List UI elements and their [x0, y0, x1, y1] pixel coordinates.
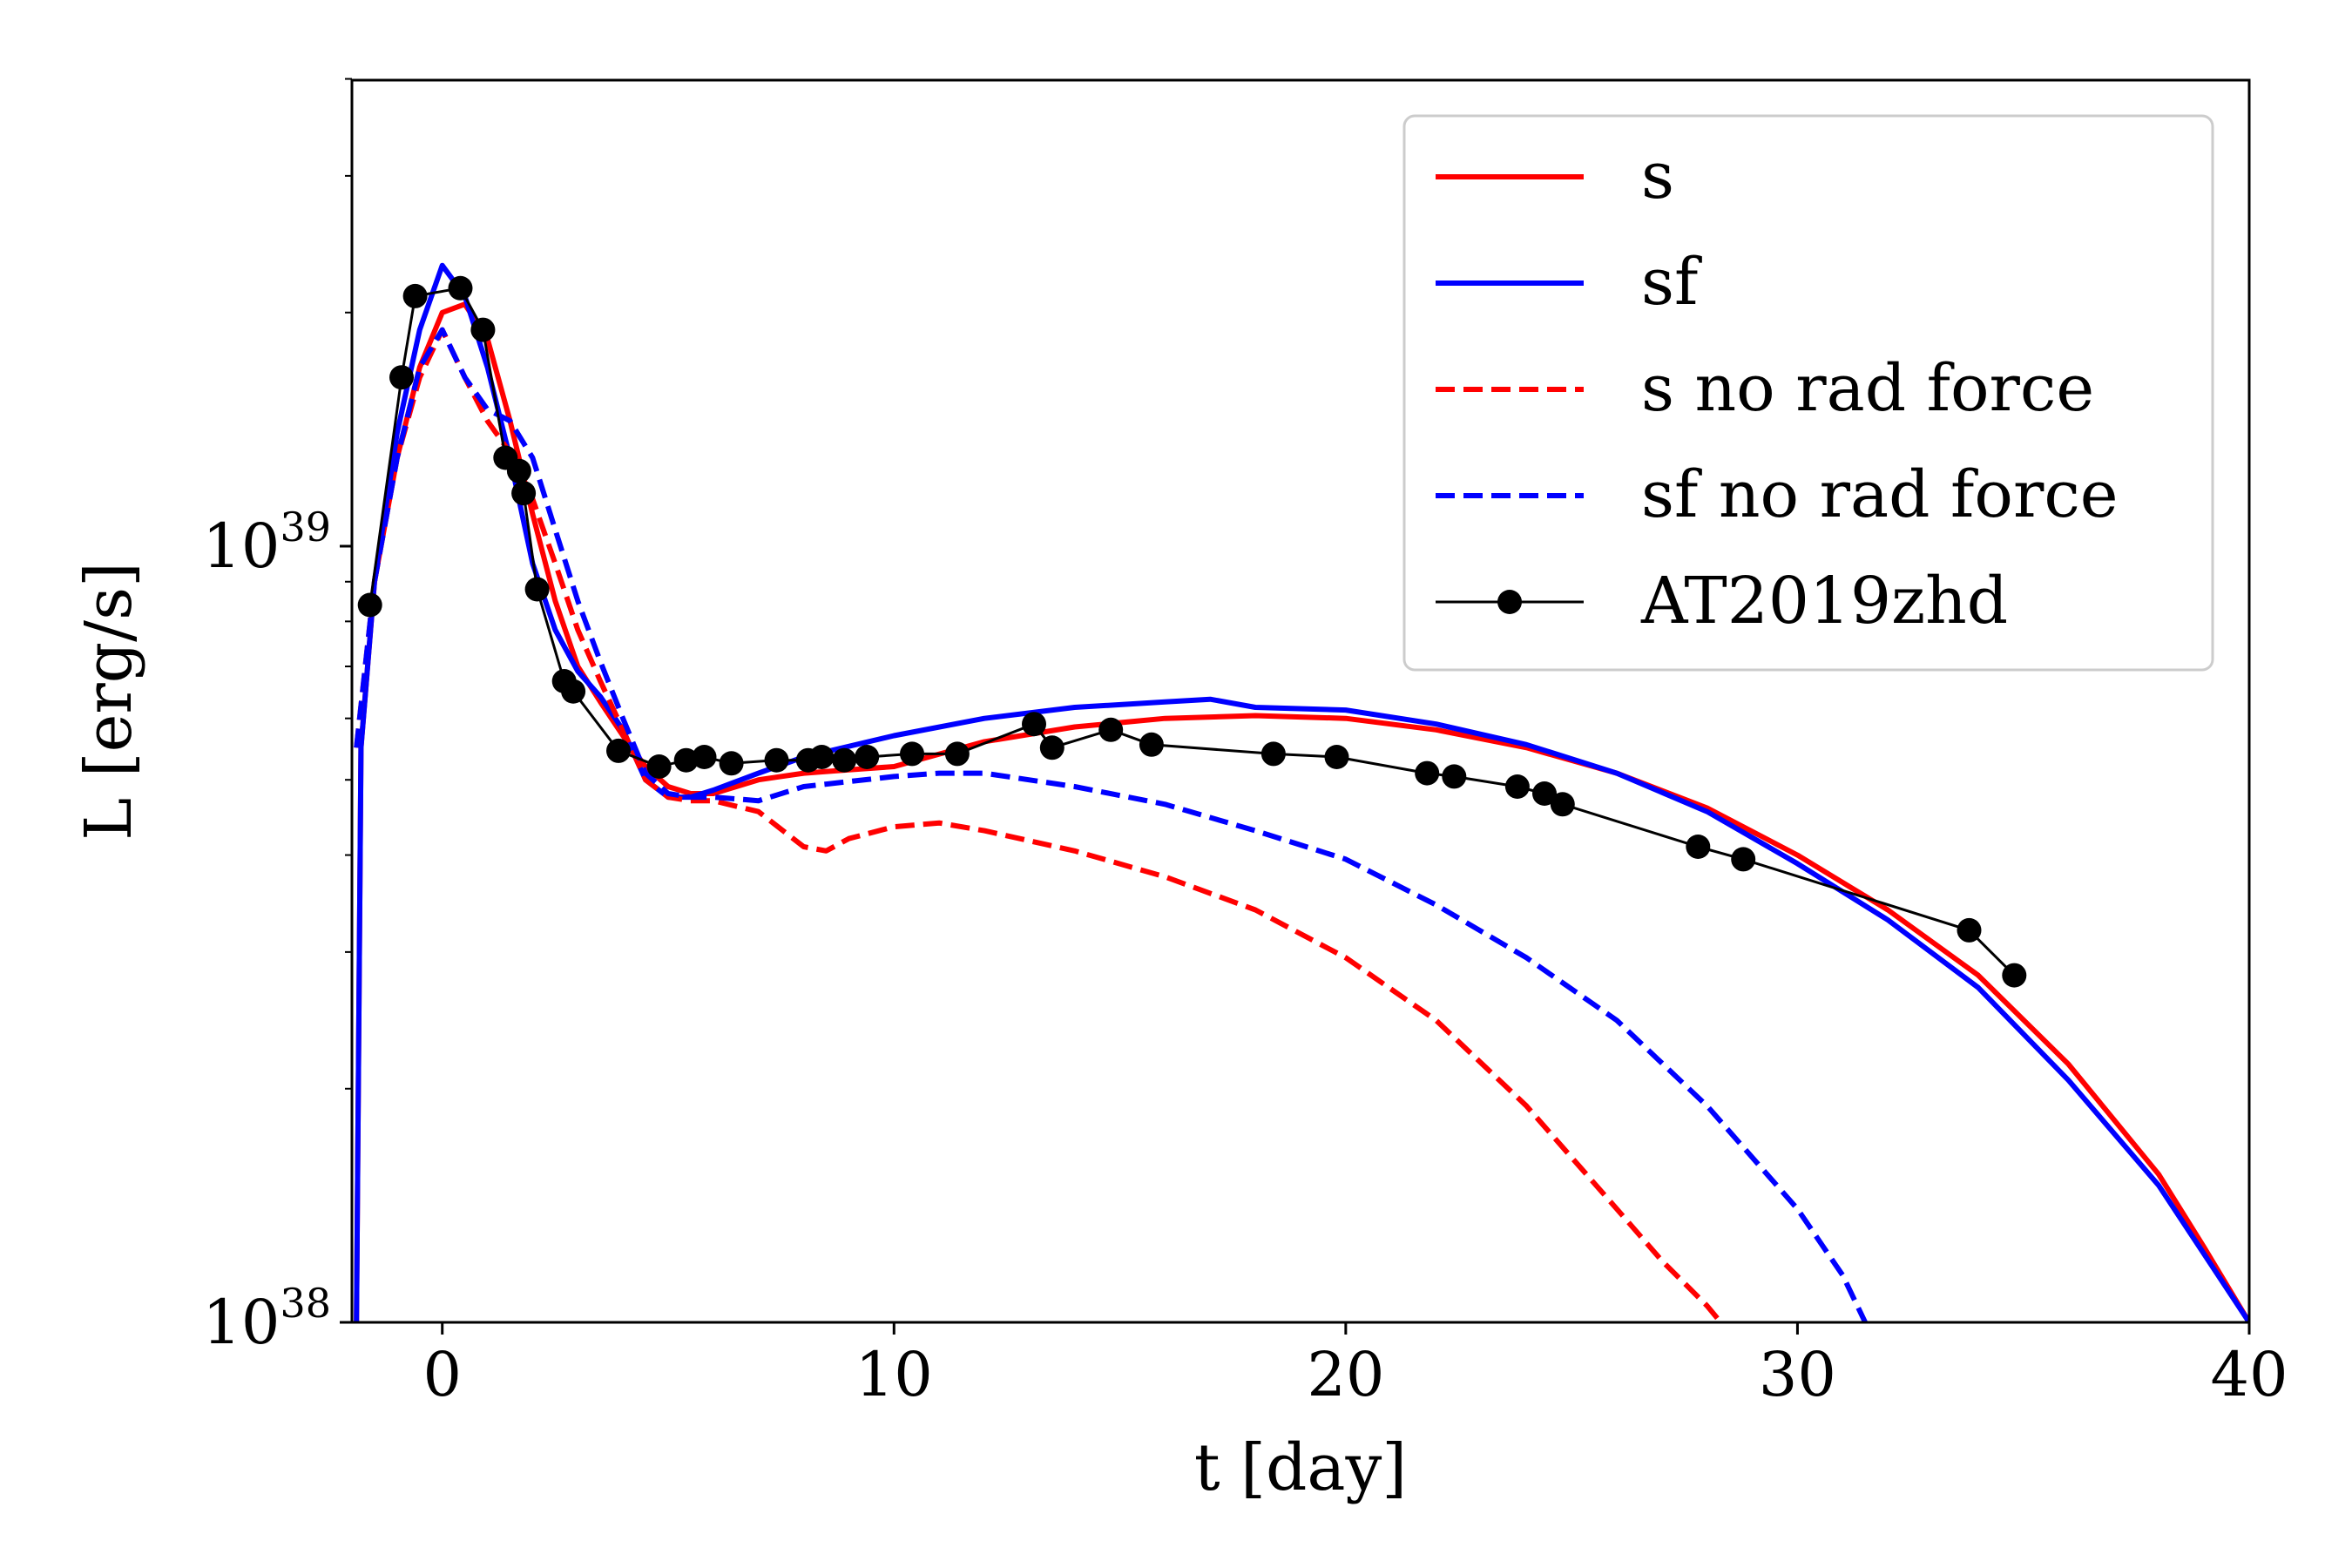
data-point — [764, 747, 789, 773]
x-axis-title: t [day] — [1194, 1430, 1407, 1505]
legend-label: sf — [1641, 245, 1702, 320]
data-point — [2002, 963, 2027, 988]
data-point — [1532, 781, 1557, 806]
data-point — [1442, 764, 1467, 789]
series-line-s-no-rad-force — [354, 327, 1723, 1322]
data-point — [673, 747, 699, 773]
legend-entry: sf no rad force — [1436, 457, 2119, 532]
data-point — [524, 577, 550, 602]
data-point — [719, 751, 744, 776]
x-tick-label: 10 — [855, 1339, 933, 1410]
data-point — [809, 745, 835, 769]
data-point — [1686, 835, 1711, 859]
legend-label: s no rad force — [1641, 351, 2094, 426]
data-point — [402, 283, 428, 308]
data-point — [1731, 847, 1756, 872]
data-point — [1039, 735, 1064, 760]
data-point — [1022, 712, 1046, 737]
data-point — [900, 741, 924, 767]
data-point — [511, 481, 537, 506]
x-tick-label: 30 — [1759, 1339, 1836, 1410]
data-point — [448, 275, 473, 301]
data-point — [692, 745, 717, 769]
data-point — [944, 741, 970, 767]
y-axis-title: L [erg/s] — [71, 562, 146, 841]
legend-entry: AT2019zhd — [1436, 564, 2008, 639]
legend-label: AT2019zhd — [1640, 564, 2008, 639]
x-tick-label: 40 — [2210, 1339, 2288, 1410]
y-tick-label: 1039 — [202, 504, 331, 582]
x-tick-label: 20 — [1307, 1339, 1384, 1410]
series-layer — [354, 262, 2249, 1322]
y-axis: 1038 1039 — [202, 78, 352, 1358]
y-tick-label: 1038 — [202, 1280, 331, 1358]
data-point — [1139, 732, 1164, 757]
x-axis: 0 10 20 30 40 — [422, 1322, 2288, 1410]
data-point — [1957, 917, 1982, 943]
data-point — [855, 745, 880, 769]
legend-box — [1402, 114, 2214, 672]
legend-entry: s — [1436, 139, 1674, 213]
data-point — [832, 747, 857, 773]
data-point — [1324, 745, 1349, 769]
legend-label: sf no rad force — [1641, 457, 2119, 532]
legend-marker — [1497, 590, 1522, 614]
data-point — [561, 679, 586, 704]
data-point — [606, 738, 631, 763]
data-point — [506, 458, 531, 483]
legend: s sf s no rad force sf no rad force AT2019zh… — [1402, 114, 2214, 672]
data-point — [646, 754, 672, 779]
data-point — [470, 317, 496, 342]
data-point — [1415, 760, 1440, 786]
data-point — [357, 592, 382, 618]
legend-label: s — [1641, 139, 1674, 213]
data-point — [1098, 717, 1124, 742]
data-point — [389, 365, 414, 390]
data-point — [1504, 774, 1530, 799]
data-point — [1550, 792, 1575, 817]
data-point — [1260, 741, 1286, 767]
plot-frame — [350, 78, 2251, 1324]
x-tick-label: 0 — [422, 1339, 462, 1410]
legend-entry: s no rad force — [1436, 351, 2094, 426]
legend-entry: sf — [1436, 245, 1702, 320]
series-line-sf-no-rad-force — [354, 327, 1868, 1322]
